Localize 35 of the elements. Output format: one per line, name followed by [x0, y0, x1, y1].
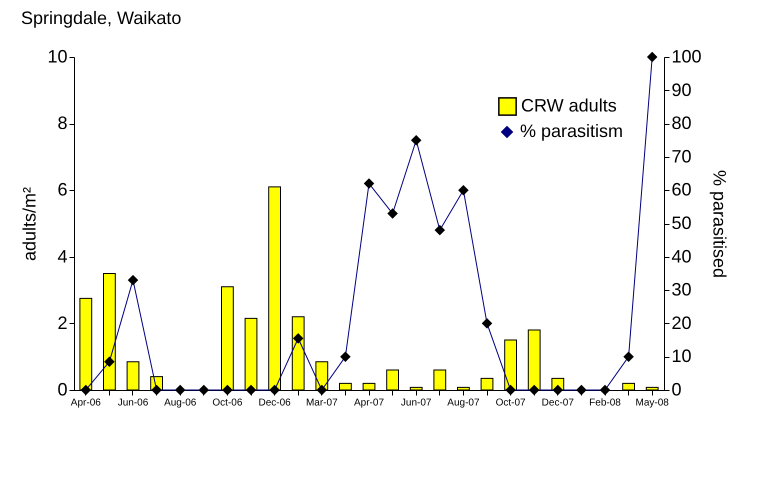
chart-title: Springdale, Waikato [20, 8, 182, 28]
y-tick-label: 0 [57, 380, 68, 400]
x-tick-label: Jun-07 [400, 398, 432, 408]
y2-tick-label: 60 [672, 180, 692, 200]
y2-tick-label: 30 [672, 280, 692, 300]
x-tick-label: Dec-07 [542, 398, 574, 408]
x-tick-label: Oct-07 [496, 398, 526, 408]
x-tick-label: Dec-06 [258, 398, 292, 408]
x-tick-label: Oct-06 [212, 398, 243, 408]
x-tick-label: Aug-07 [447, 398, 480, 408]
x-tick-label: Apr-06 [70, 398, 102, 408]
legend-label: CRW adults [521, 96, 617, 116]
y2-tick-label: 50 [672, 213, 692, 233]
x-tick-label: Apr-07 [354, 398, 384, 408]
x-tick-label: May-08 [636, 398, 670, 408]
y2-tick-label: 10 [672, 346, 692, 366]
y-tick-label: 4 [57, 246, 68, 266]
x-tick-label: Mar-07 [306, 398, 338, 408]
y-tick-label: 6 [57, 180, 68, 200]
x-tick-label: Aug-06 [164, 398, 197, 408]
y2-tick-label: 70 [672, 146, 692, 166]
y-tick-label: 8 [57, 113, 68, 134]
y-tick-label: 10 [47, 46, 68, 66]
x-tick-label: Jun-06 [118, 398, 149, 408]
legend-label: % parasitism [520, 121, 624, 141]
y2-axis-title: % parasitised [710, 170, 730, 278]
y2-tick-label: 20 [672, 312, 692, 333]
y2-tick-label: 80 [672, 113, 692, 134]
y2-tick-label: 90 [672, 80, 692, 100]
y-tick-label: 2 [57, 312, 68, 333]
x-tick-label: Feb-08 [589, 398, 622, 408]
y2-tick-label: 100 [672, 46, 702, 66]
y2-tick-label: 40 [672, 246, 692, 266]
y2-tick-label: 0 [672, 380, 682, 400]
y-axis-title: adults/m² [19, 186, 40, 262]
